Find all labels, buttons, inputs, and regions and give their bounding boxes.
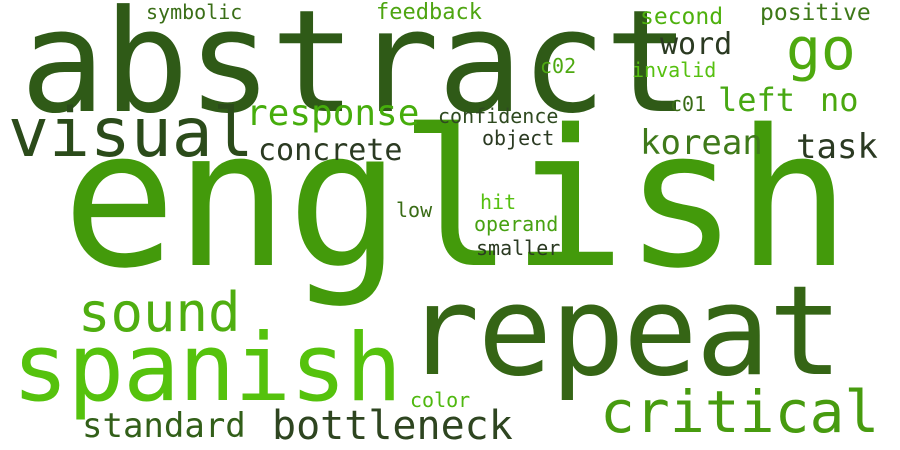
word-abstract: abstract (20, 0, 690, 145)
word-sound: sound (78, 281, 241, 344)
word-bottleneck: bottleneck (272, 403, 513, 449)
word-c01: c01 (670, 92, 707, 116)
word-response: response (246, 93, 420, 134)
word-go: go (786, 15, 856, 83)
word-low: low (396, 198, 433, 222)
word-left: left (718, 81, 796, 119)
word-word: word (660, 27, 733, 62)
word-positive: positive (760, 0, 871, 26)
word-korean: korean (640, 123, 763, 163)
word-c02: c02 (540, 54, 577, 78)
word-color: color (410, 388, 471, 412)
word-feedback: feedback (376, 0, 482, 25)
word-smaller: smaller (476, 236, 561, 260)
word-hit: hit (480, 190, 517, 214)
word-visual: visual (8, 94, 254, 173)
word-concrete: concrete (258, 133, 403, 168)
word-critical: critical (600, 378, 880, 446)
word-second: second (640, 4, 724, 30)
word-task: task (796, 127, 878, 167)
word-spanish: spanish (12, 314, 402, 423)
word-object: object (482, 126, 555, 150)
word-symbolic: symbolic (146, 0, 243, 24)
word-english: english (62, 89, 851, 310)
word-no: no (820, 81, 859, 119)
word-invalid: invalid (632, 58, 717, 82)
word-repeat: repeat (405, 260, 843, 404)
word-standard: standard (82, 406, 246, 446)
word-confidence: confidence (438, 104, 559, 128)
word-operand: operand (474, 212, 559, 236)
